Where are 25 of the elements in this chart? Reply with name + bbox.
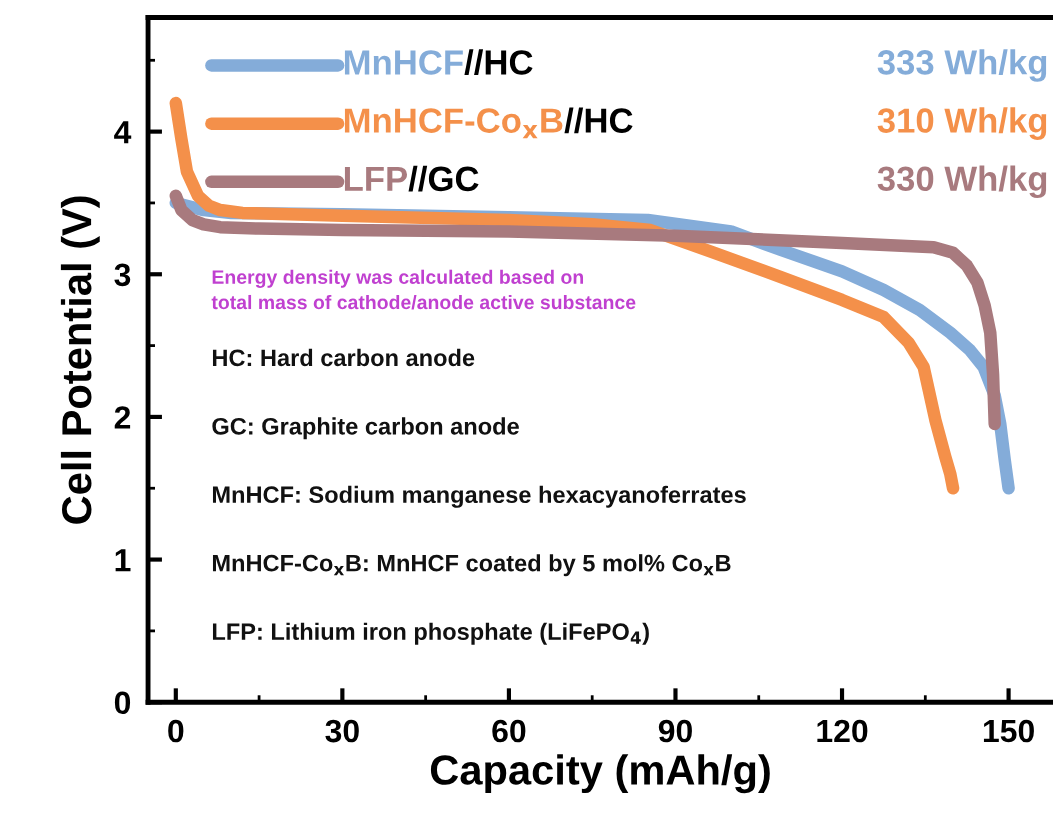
y-axis-title: Cell Potential (V) <box>60 196 100 524</box>
y-tick-label: 2 <box>114 406 131 429</box>
y-tick-label: 4 <box>114 121 132 144</box>
annotation: Energy density was calculated based on total mass of cathode/anode active substance <box>211 269 636 310</box>
y-tick-label: 0 <box>114 691 131 715</box>
x-tick-label: 60 <box>492 719 526 743</box>
annotation: 333 Wh/kg <box>877 49 1047 82</box>
annotation: HC: Hard carbon anode <box>212 348 475 367</box>
y-tick-label: 1 <box>115 549 131 572</box>
x-axis-title: Capacity (mAh/g) <box>430 754 770 794</box>
annotation: 330 Wh/kg <box>877 165 1047 199</box>
x-tick-label: 120 <box>817 719 868 743</box>
annotation: LFP: Lithium iron phosphate (LiFePO$_{4}$) <box>212 622 649 645</box>
legend-label: LFP//GC <box>344 165 479 192</box>
annotation: MnHCF-Co$_{x}$B: MnHCF coated by 5 mol% Co$_{x}$B <box>212 554 731 577</box>
legend-label: MnHCF//HC <box>344 49 533 76</box>
annotation: GC: Graphite carbon anode <box>212 417 519 440</box>
annotation: MnHCF: Sodium manganese hexacyanoferrates <box>212 485 746 508</box>
annotation: 310 Wh/kg <box>877 107 1047 140</box>
legend-label: MnHCF-Co$_{x}$B//HC <box>344 107 633 139</box>
x-tick-label: 150 <box>983 719 1034 743</box>
y-tick-label: 3 <box>114 263 131 287</box>
x-tick-label: 0 <box>168 719 184 743</box>
x-tick-label: 30 <box>325 719 359 743</box>
x-tick-label: 90 <box>658 719 692 743</box>
